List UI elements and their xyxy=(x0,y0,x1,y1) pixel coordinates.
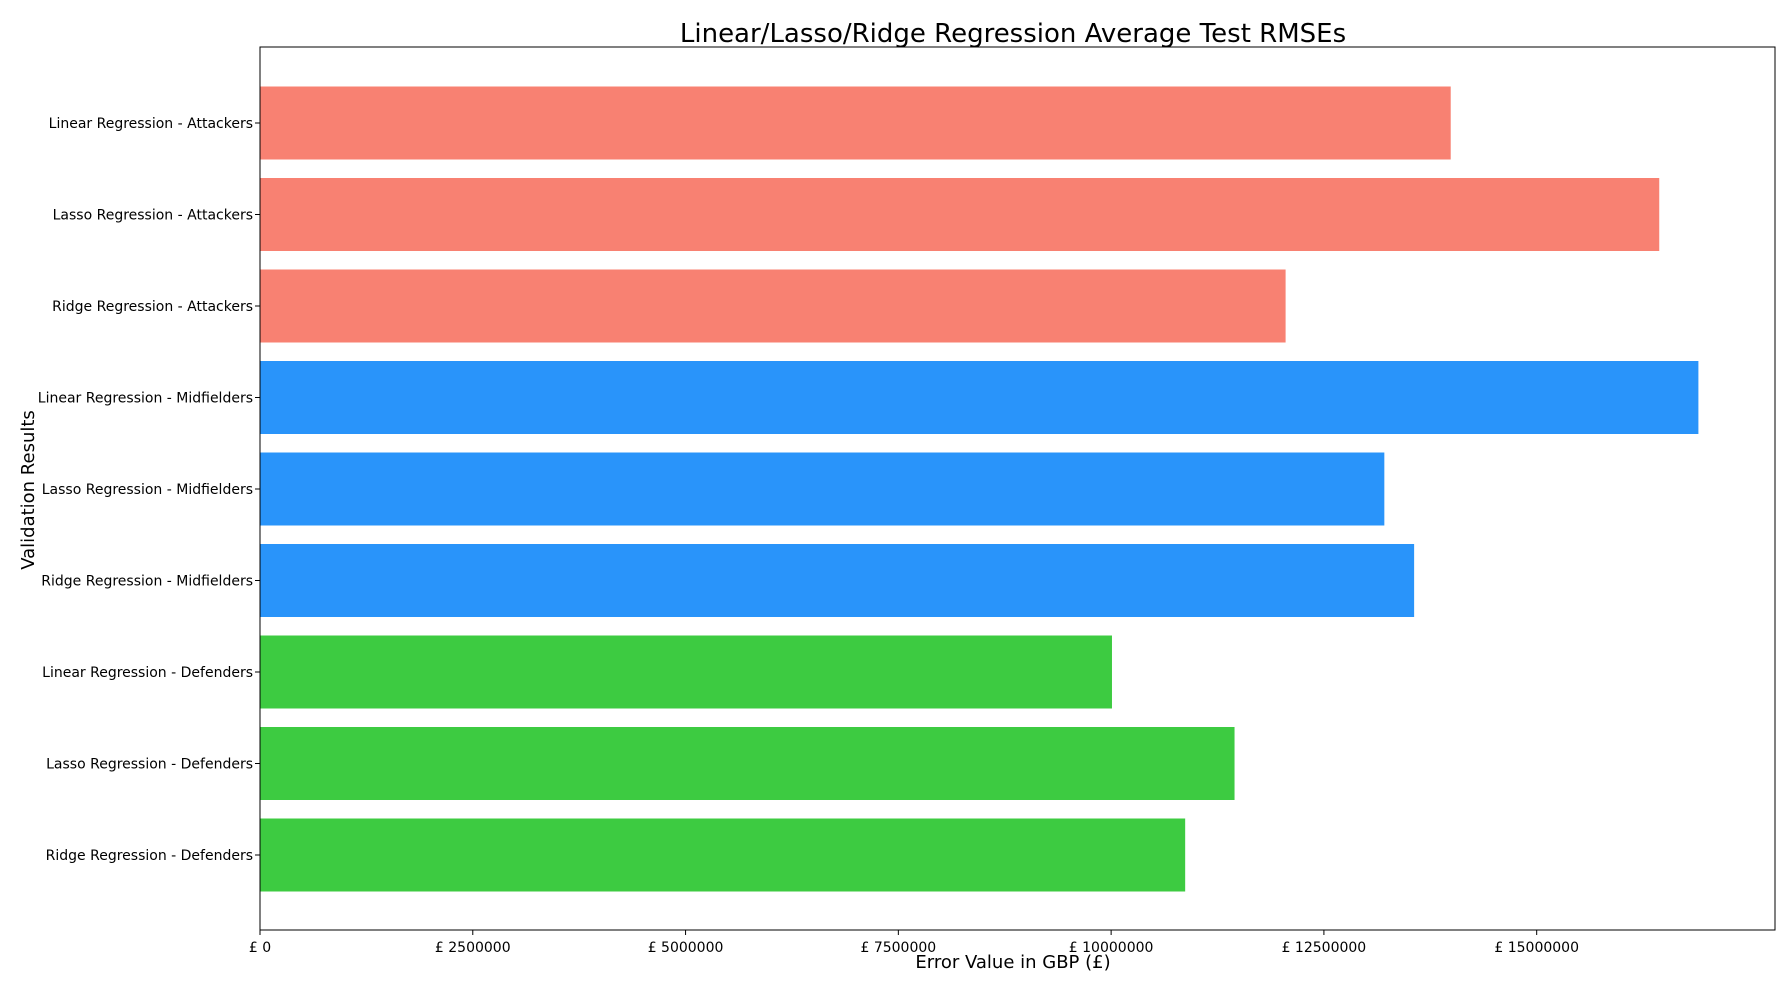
y-tick-label: Linear Regression - Attackers xyxy=(49,116,253,132)
x-tick-label: £ 10000000 xyxy=(1069,940,1154,956)
x-tick-label: £ 15000000 xyxy=(1494,940,1579,956)
bar xyxy=(260,544,1415,617)
y-tick-label: Lasso Regression - Defenders xyxy=(46,757,253,773)
y-axis-title: Validation Results xyxy=(18,410,39,570)
bar xyxy=(260,452,1385,526)
x-tick-label: £ 2500000 xyxy=(435,940,511,956)
chart-title: Linear/Lasso/Ridge Regression Average Te… xyxy=(680,19,1346,49)
bar xyxy=(260,727,1235,800)
x-tick-label: £ 7500000 xyxy=(860,940,936,956)
y-tick-label: Linear Regression - Midfielders xyxy=(38,391,253,407)
y-tick-label: Linear Regression - Defenders xyxy=(42,665,253,681)
x-axis-title: Error Value in GBP (£) xyxy=(915,952,1110,973)
bar xyxy=(260,269,1286,343)
bar xyxy=(260,635,1112,709)
y-tick-label: Ridge Regression - Defenders xyxy=(46,848,253,864)
y-tick-label: Ridge Regression - Midfielders xyxy=(41,574,253,590)
bar xyxy=(260,178,1660,251)
bar xyxy=(260,818,1186,892)
bar xyxy=(260,361,1699,434)
y-tick-labels: Linear Regression - Attackers Lasso Regre… xyxy=(38,116,260,864)
y-tick-label: Lasso Regression - Attackers xyxy=(53,208,253,224)
x-axis-ticks: £ 0 £ 2500000 £ 5000000 £ 7500000 £ 10000000… xyxy=(249,930,1579,956)
x-tick-label: £ 12500000 xyxy=(1282,940,1367,956)
x-tick-label: £ 0 xyxy=(249,940,271,956)
y-tick-label: Ridge Regression - Attackers xyxy=(52,299,253,315)
bars-layer xyxy=(260,86,1699,892)
x-tick-label: £ 5000000 xyxy=(648,940,724,956)
plot-frame xyxy=(259,46,1776,931)
bar xyxy=(260,86,1451,160)
y-tick-label: Lasso Regression - Midfielders xyxy=(42,482,253,498)
